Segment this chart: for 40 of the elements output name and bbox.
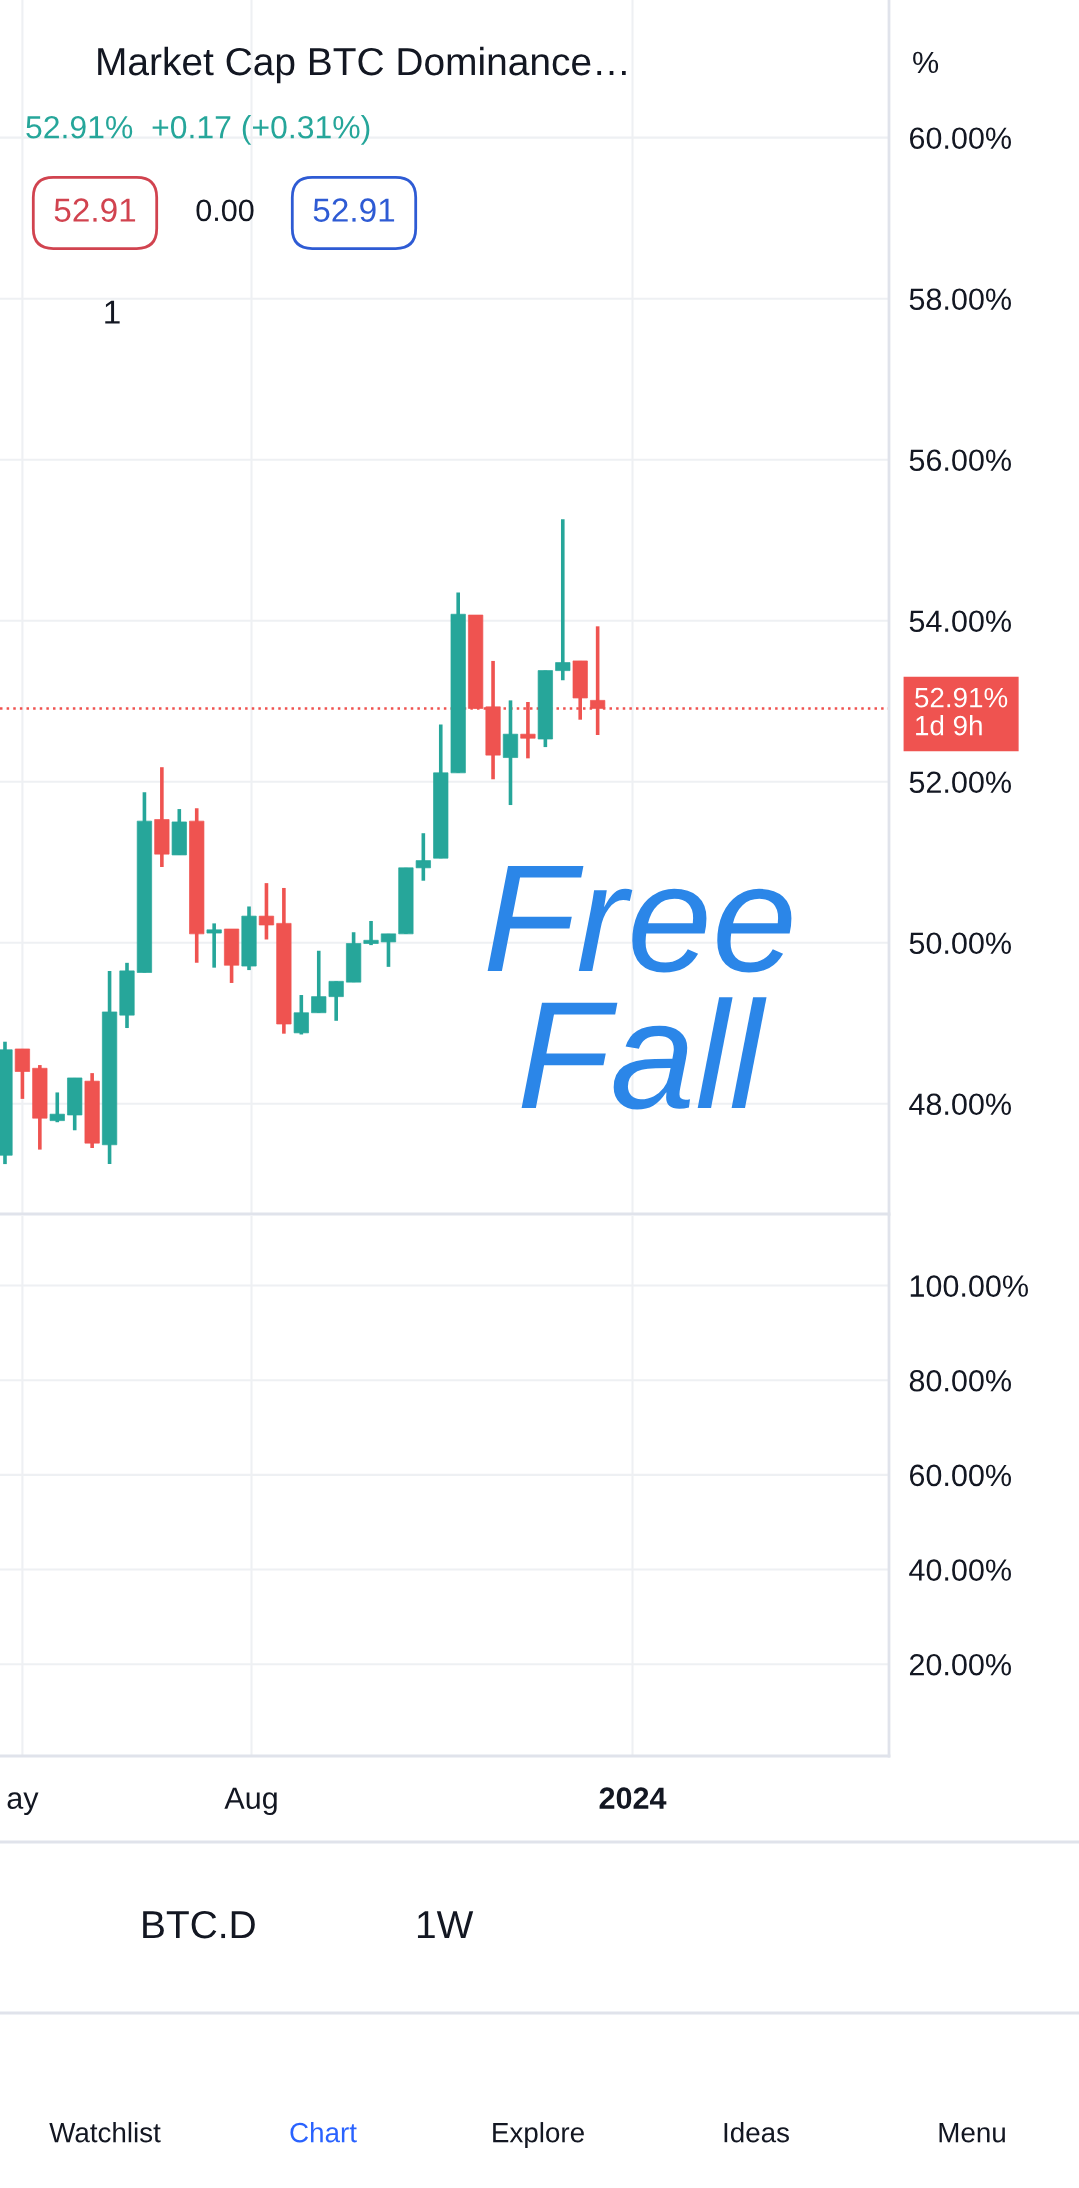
candlestick [258,883,275,940]
y-tick-label: 48.00% [909,1093,1011,1116]
x-tick-label: Aug [224,1787,277,1816]
y-tick-label: 56.00% [909,449,1011,472]
y-tick-label: 80.00% [909,1369,1011,1392]
y-tick-label: 20.00% [909,1653,1011,1676]
text: 1W [417,1911,474,1939]
x-tick-label: 2024 [599,1787,667,1809]
text: BTC.D [143,1910,255,1939]
y-tick-label: 60.00% [910,1464,1011,1487]
text: Ideas [724,2122,789,2143]
x-tick-label: ay [7,1792,39,1816]
y-tick-label: 52.00% [909,771,1011,794]
candlestick [293,995,309,1035]
y-tick-label: 60.00% [910,127,1011,150]
candlestick [555,519,571,681]
candlestick [14,1048,30,1099]
annotation: 52.91 [54,198,136,222]
candlestick [49,1092,65,1123]
candlestick [380,933,397,967]
y-tick-label: 54.00% [909,610,1011,633]
candlestick [502,700,519,807]
text: Chart [290,2122,357,2143]
text: Menu [939,2123,1005,2143]
annotation: 0.00 [196,199,254,222]
annotation: 1 [105,300,120,324]
ref-line-label: 52.91% 1d 9h [915,687,1008,736]
text: Market Cap BTC Dominance… [98,46,626,84]
y-tick-label: 50.00% [909,932,1011,955]
y-tick-label: 100.00% [910,1275,1028,1297]
y-tick-label: 40.00% [909,1559,1011,1581]
text: 52.91% +0.17 (+0.31%) [26,115,370,145]
candlestick [363,919,379,946]
annotation: 52.91 [313,198,395,222]
y-tick-label: 58.00% [909,288,1011,311]
candlestick [206,923,222,968]
text: % [913,51,939,74]
annotation: Free Fall [487,865,792,1110]
text: Explore [493,2122,584,2148]
text: Watchlist [49,2122,161,2143]
